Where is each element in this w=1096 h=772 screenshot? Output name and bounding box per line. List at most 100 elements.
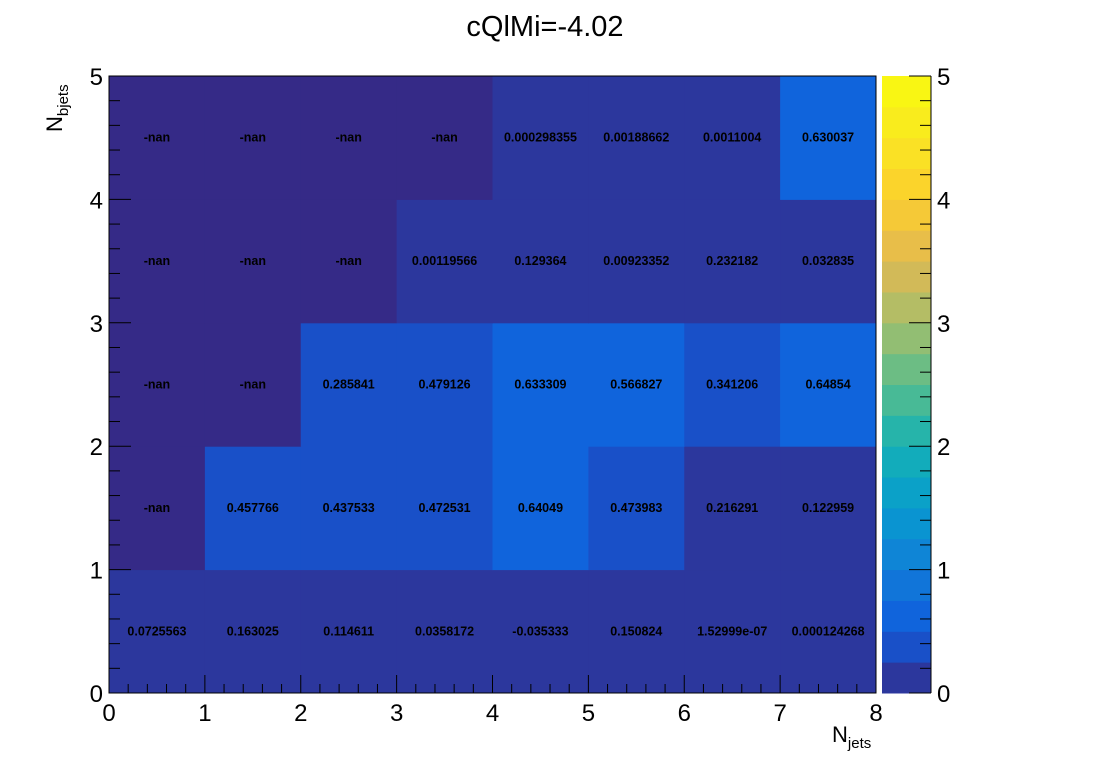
x-axis: 0 1 2 3 4 5 6 7 8	[102, 675, 883, 727]
heatmap-cell	[204, 76, 302, 200]
heatmap-cell-label: 0.000298355	[504, 131, 577, 145]
heatmap-cell-label: 0.285841	[323, 378, 375, 392]
colorbar-swatch	[882, 76, 931, 108]
heatmap-cell-label: 0.00923352	[603, 254, 669, 268]
heatmap-cell	[492, 76, 589, 200]
heatmap-cell-labels: 0.0725563 0.163025 0.114611 0.0358172 -0.035…	[127, 131, 864, 639]
heatmap-cell-label: -nan	[144, 131, 170, 145]
colorbar-swatch	[882, 106, 931, 139]
colorbar-swatch	[882, 415, 931, 447]
heatmap-cell-label: -nan	[144, 501, 170, 515]
heatmap-cell	[204, 322, 302, 447]
colorbar-swatch	[882, 137, 931, 170]
heatmap-cell-label: 0.64049	[518, 501, 563, 515]
x-tick-label: 0	[102, 700, 115, 727]
colorbar-swatch	[882, 600, 931, 632]
colorbar-swatch	[882, 291, 931, 324]
colorbar-tick-label: 4	[937, 187, 950, 214]
heatmap-cell	[204, 569, 302, 694]
y-axis-label-subscript: bjets	[55, 84, 72, 116]
x-tick-label: 7	[773, 700, 786, 727]
heatmap-cell	[109, 76, 206, 200]
y-tick-label: 2	[90, 434, 103, 461]
heatmap-cell-label: 0.0725563	[127, 624, 186, 638]
heatmap-cell-label: 0.000124268	[792, 624, 865, 638]
colorbar-tick-label: 1	[937, 558, 950, 585]
heatmap-cell	[396, 446, 493, 571]
heatmap-cell	[684, 569, 781, 694]
heatmap-cell-label: -nan	[240, 131, 266, 145]
heatmap-cell	[684, 446, 781, 571]
heatmap-cell	[780, 199, 877, 324]
colorbar-tick-label: 3	[937, 311, 950, 338]
heatmap-cell	[300, 446, 398, 571]
heatmap-cell	[300, 322, 398, 447]
heatmap-cell-label: 0.150824	[610, 624, 662, 638]
heatmap-cell	[300, 199, 398, 324]
heatmap-cell-label: -nan	[240, 378, 266, 392]
heatmap-cell-label: 0.472531	[418, 501, 470, 515]
heatmap-cell-label: 0.163025	[227, 624, 279, 638]
heatmap-cell	[492, 199, 589, 324]
heatmap-cell-label: -nan	[335, 131, 361, 145]
heatmap-cell	[109, 569, 206, 694]
heatmap-cell	[492, 446, 589, 571]
colorbar-swatch	[882, 569, 931, 601]
x-tick-label: 1	[198, 700, 211, 727]
heatmap-cell	[588, 199, 685, 324]
heatmap-cell	[396, 76, 493, 200]
colorbar-tick-label: 5	[937, 64, 950, 91]
x-tick-label: 2	[294, 700, 307, 727]
heatmap-cell	[300, 76, 398, 200]
heatmap-cell	[204, 446, 302, 571]
heatmap-cell-label: 0.341206	[706, 378, 758, 392]
heatmap-cell-label: 0.437533	[323, 501, 375, 515]
heatmap-cell	[780, 322, 877, 447]
colorbar-tick-label: 0	[937, 681, 950, 708]
x-axis-label-subscript: jets	[847, 735, 871, 752]
heatmap-cell	[588, 76, 685, 200]
y-tick-label: 3	[90, 311, 103, 338]
heatmap-cell	[492, 322, 589, 447]
heatmap-cell	[109, 446, 206, 571]
heatmap-cell-label: 0.00119566	[412, 254, 477, 268]
heatmap-cell	[780, 446, 877, 571]
heatmap-cell	[492, 569, 589, 694]
x-tick-label: 8	[869, 700, 882, 727]
heatmap-cell	[780, 76, 877, 200]
heatmap-cell	[684, 322, 781, 447]
heatmap-cell-label: 0.566827	[610, 378, 662, 392]
x-tick-label: 3	[390, 700, 403, 727]
heatmap-cell-label: -0.035333	[512, 624, 568, 638]
heatmap-cell-label: 0.457766	[227, 501, 279, 515]
heatmap-cell-label: 0.633309	[514, 378, 566, 392]
heatmap-cell-label: 0.479126	[418, 378, 470, 392]
colorbar-swatch	[882, 353, 931, 385]
heatmap-cell-label: 0.473983	[610, 501, 662, 515]
heatmap-cell	[588, 322, 685, 447]
x-tick-label: 6	[678, 700, 691, 727]
heatmap-cell-label: -nan	[335, 254, 361, 268]
colorbar-swatch	[882, 662, 931, 694]
colorbar-swatch	[882, 261, 931, 293]
heatmap-cell-label: 0.00188662	[603, 131, 669, 145]
heatmap-cell	[684, 76, 781, 200]
y-tick-label: 1	[90, 558, 103, 585]
heatmap-cell	[780, 569, 877, 694]
heatmap-cell-label: -nan	[144, 378, 170, 392]
heatmap-cell	[109, 199, 206, 324]
heatmap-cell-label: 0.216291	[706, 501, 758, 515]
y-tick-label: 0	[90, 681, 103, 708]
heatmap-cell-label: 0.129364	[514, 254, 566, 268]
colorbar-swatch	[882, 446, 931, 478]
heatmap-cell	[396, 569, 493, 694]
colorbar-swatch	[882, 538, 931, 571]
x-axis-label-main: N	[832, 722, 848, 747]
heatmap-cell-label: 0.0358172	[415, 624, 474, 638]
heatmap-cell-label: 0.122959	[802, 501, 854, 515]
y-tick-label: 5	[90, 64, 103, 91]
colorbar-swatch	[882, 230, 931, 262]
heatmap-cell	[396, 199, 493, 324]
colorbar-tick-label: 2	[937, 434, 950, 461]
heatmap-cell-label: 0.114611	[323, 624, 374, 638]
